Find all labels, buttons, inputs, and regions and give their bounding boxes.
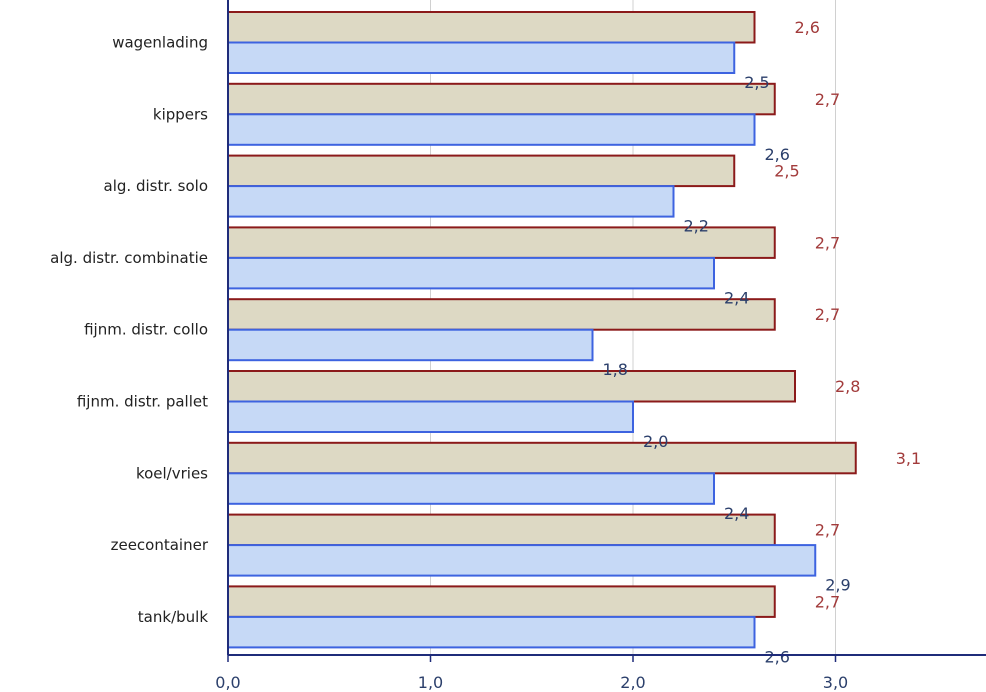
data-label: 2,6 [795,18,820,37]
category-label: fijnm. distr. pallet [77,393,208,411]
data-label: 2,4 [724,288,749,307]
bar [227,585,776,618]
data-label: 2,7 [815,233,840,252]
x-tick-label: 3,0 [823,673,848,692]
bar [227,328,594,362]
data-label: 3,1 [896,449,921,468]
category-label: zeecontainer [111,536,209,554]
bar [227,441,857,475]
category-label: kippers [153,105,208,123]
bar [227,615,756,649]
category-label: koel/vries [136,464,208,482]
data-label: 2,5 [744,73,769,92]
data-label: 2,8 [835,377,860,396]
data-label: 2,7 [815,305,840,324]
bar [227,185,675,218]
data-label: 1,8 [603,360,628,379]
data-label: 2,7 [815,521,840,540]
data-label: 2,0 [643,432,668,451]
bar [227,544,817,577]
data-label: 2,5 [774,162,799,181]
bar [227,154,736,188]
category-labels: wagenlading kippers alg. distr. solo alg. d… [50,34,209,626]
bar [227,113,756,146]
bar [227,11,756,44]
data-label: 2,7 [815,592,840,611]
bar [227,298,776,331]
category-label: alg. distr. combinatie [50,249,208,267]
category-label: fijnm. distr. collo [84,321,208,339]
category-label: alg. distr. solo [104,177,208,195]
x-tick-label: 1,0 [418,673,443,692]
data-label: 2,6 [765,647,790,666]
x-tick-label: 0,0 [215,673,240,692]
bar [227,400,634,433]
data-label: 2,9 [825,576,850,595]
value-labels: 2,62,52,72,62,52,22,72,42,71,82,82,03,12… [603,18,922,666]
data-label: 2,6 [765,145,790,164]
category-label: wagenlading [112,34,208,52]
category-label: tank/bulk [138,608,209,626]
data-label: 2,7 [815,90,840,109]
bar [227,256,715,290]
bars [227,11,857,649]
data-label: 2,4 [724,504,749,523]
bar [227,82,776,116]
bar [227,226,776,259]
bar [227,370,796,403]
data-label: 2,2 [684,217,709,236]
bar [227,513,776,547]
axes: 0,0 1,0 2,0 3,0 [215,0,986,692]
x-tick-label: 2,0 [620,673,645,692]
bar [227,472,715,505]
bar [227,41,736,74]
